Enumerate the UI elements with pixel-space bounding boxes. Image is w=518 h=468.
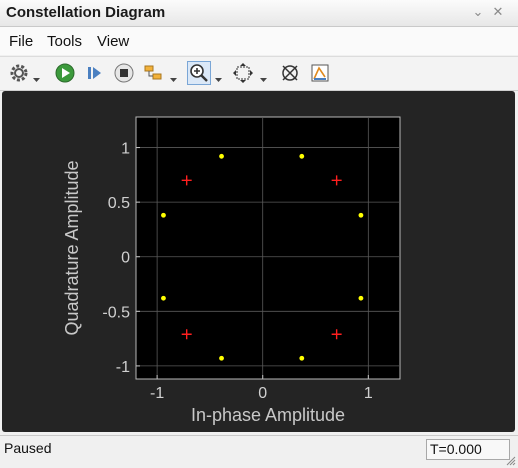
- constellation-plot[interactable]: -1 0 1 1 0.5 0 -0.5 -1 In-phase Amplitude Quadrat…: [2, 91, 515, 432]
- reference-constellation-icon[interactable]: [279, 62, 301, 84]
- menu-file[interactable]: File: [9, 33, 34, 50]
- resize-grip-icon[interactable]: [506, 456, 516, 466]
- title-bar: Constellation Diagram ⌄ ✕: [0, 0, 518, 27]
- zoom-dropdown-icon[interactable]: [215, 70, 222, 82]
- stop-icon[interactable]: [113, 62, 135, 84]
- y-tick-label: -0.5: [102, 304, 130, 321]
- y-axis-label: Quadrature Amplitude: [62, 160, 82, 335]
- fit-to-view-icon[interactable]: [232, 62, 254, 84]
- settings-dropdown-icon[interactable]: [33, 70, 40, 82]
- fit-dropdown-icon[interactable]: [260, 70, 267, 82]
- y-tick-label: 1: [121, 141, 130, 158]
- plot-area: [135, 116, 401, 380]
- x-tick-label: -1: [150, 385, 164, 402]
- signal-point: [219, 355, 224, 361]
- signal-point: [358, 295, 364, 301]
- menu-bar: File Tools View: [0, 27, 518, 55]
- menu-view[interactable]: View: [97, 33, 130, 50]
- zoom-in-icon[interactable]: [187, 61, 211, 85]
- run-icon[interactable]: [54, 62, 76, 84]
- close-icon[interactable]: ✕: [492, 4, 504, 19]
- y-tick-label: -1: [116, 359, 130, 376]
- y-tick-label: 0: [121, 250, 130, 267]
- plot-panel: -1 0 1 1 0.5 0 -0.5 -1 In-phase Amplitude Quadrat…: [2, 91, 515, 432]
- reference-point: [181, 175, 192, 186]
- x-axis-label: In-phase Amplitude: [191, 405, 345, 425]
- signal-point: [161, 212, 166, 218]
- settings-icon[interactable]: [8, 62, 30, 84]
- simulation-time-field: T=0.000: [426, 439, 510, 460]
- signal-point: [299, 153, 305, 159]
- y-tick-label: 0.5: [108, 195, 130, 212]
- status-bar: Paused T=0.000: [0, 435, 518, 468]
- minimize-icon[interactable]: ⌄: [472, 4, 484, 19]
- step-forward-icon[interactable]: [84, 62, 106, 84]
- signal-selector-dropdown-icon[interactable]: [170, 70, 177, 82]
- status-text: Paused: [4, 440, 52, 456]
- signal-point: [299, 355, 305, 361]
- reference-point: [181, 329, 192, 340]
- reference-point: [331, 175, 342, 186]
- toolbar: [0, 56, 518, 91]
- measurements-icon[interactable]: [309, 62, 331, 84]
- simulation-time: T=0.000: [430, 441, 482, 457]
- menu-tools[interactable]: Tools: [47, 33, 83, 50]
- window-title: Constellation Diagram: [6, 4, 166, 21]
- x-tick-label: 1: [364, 385, 373, 402]
- signal-point: [219, 153, 224, 159]
- signal-selector-icon[interactable]: [142, 62, 164, 84]
- signal-point: [358, 212, 364, 218]
- signal-point: [161, 295, 166, 301]
- x-tick-label: 0: [258, 385, 267, 402]
- reference-point: [331, 329, 342, 340]
